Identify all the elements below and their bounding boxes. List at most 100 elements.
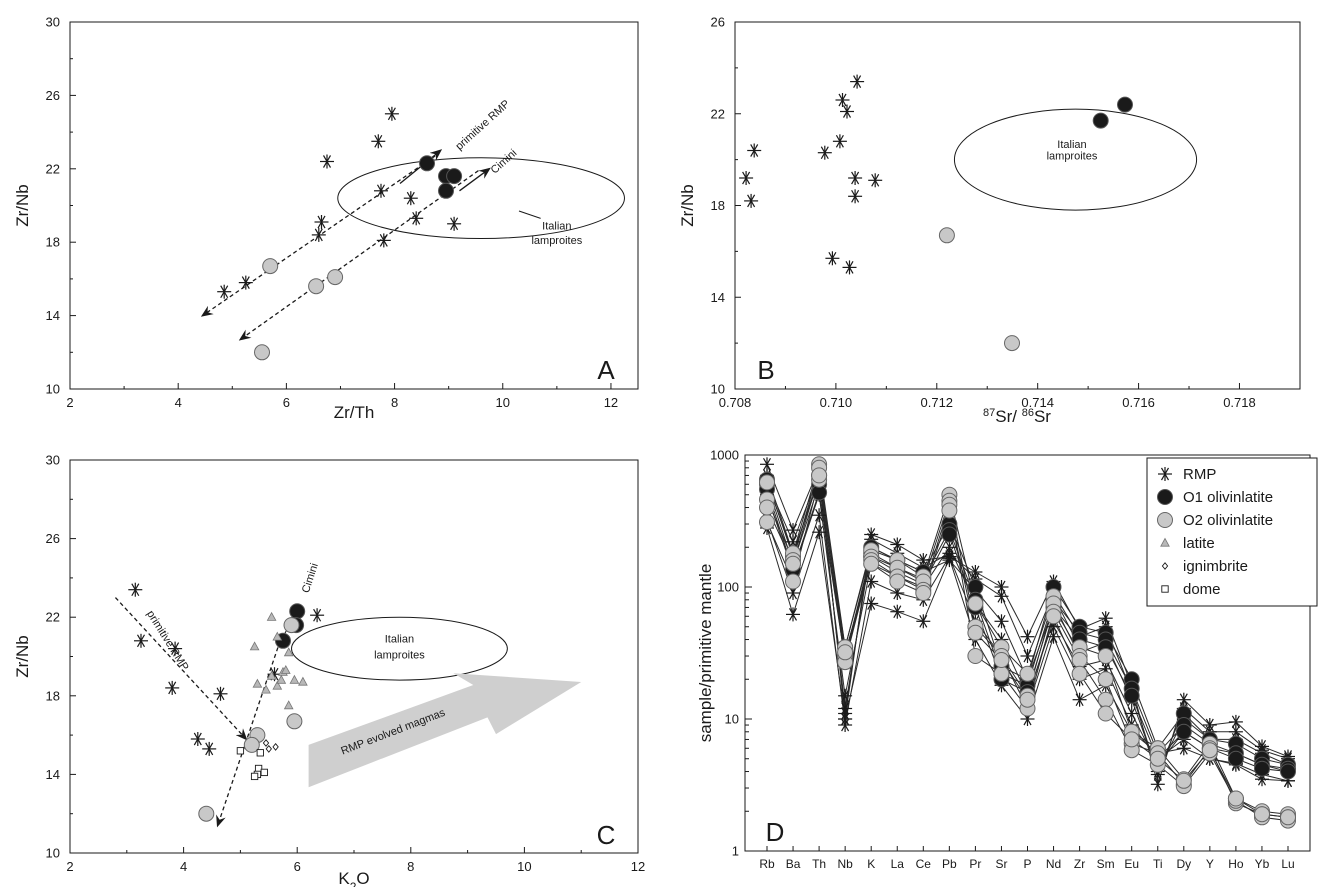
black-circle-point	[1280, 763, 1296, 780]
element-label: Rb	[759, 857, 775, 871]
asterisk-point	[202, 741, 217, 756]
asterisk-point	[842, 260, 857, 275]
element-label: Yb	[1255, 857, 1270, 871]
grey-circle-point	[863, 555, 880, 572]
y-tick-label: 14	[46, 308, 60, 323]
asterisk-point	[371, 134, 386, 149]
grey-circle-shape	[1201, 742, 1218, 759]
grey-circle-point	[1045, 608, 1062, 625]
italian-lamproites-field	[337, 157, 625, 240]
grey-circle-shape	[1004, 335, 1020, 352]
asterisk-point	[134, 633, 148, 648]
grey-circle-shape	[262, 258, 279, 275]
black-circle-shape	[1280, 763, 1296, 780]
grey-circle-shape	[837, 644, 854, 661]
grey-circle-point	[1097, 671, 1114, 688]
grey-circle-point	[1227, 790, 1244, 807]
x-tick-label: 8	[391, 395, 398, 410]
asterisk-point	[864, 596, 879, 611]
italian-lamproites-field	[291, 616, 508, 681]
asterisk-point	[1176, 741, 1191, 756]
asterisk-point	[1020, 629, 1035, 644]
y-tick-label: 100	[717, 580, 739, 595]
grey-circle-shape	[1097, 705, 1114, 722]
asterisk-point	[994, 589, 1009, 604]
grey-circle-point	[198, 805, 215, 822]
asterisk-point	[213, 686, 228, 701]
grey-circle-point	[837, 644, 854, 661]
square-point	[250, 772, 259, 781]
x-tick-label: 6	[283, 395, 290, 410]
x-tick-label: 0.714	[1021, 395, 1054, 410]
grey-circle-shape	[198, 805, 215, 822]
asterisk-point	[786, 523, 800, 538]
legend-label: O2 olivinlatite	[1183, 512, 1273, 529]
x-axis-label: K2O	[338, 869, 369, 887]
grey-circle-shape	[993, 665, 1010, 682]
y-tick-label: 10	[725, 712, 739, 727]
panel-a: 2 4 6 8 10 12 10 14 18 22 26 30 Zr/Nb primitive RMPCi…	[13, 15, 639, 422]
grey-circle-point	[1280, 809, 1296, 826]
black-circle-point	[1254, 760, 1270, 777]
asterisk-point	[838, 706, 853, 721]
panel-b: 0.708 0.710 0.712 0.714 0.716 0.718 10 14 18 22 26…	[678, 15, 1301, 426]
grey-circle-point	[1071, 665, 1088, 682]
asterisk-point	[942, 546, 957, 561]
y-tick-label: 10	[46, 382, 60, 397]
asterisk-point	[1072, 692, 1087, 707]
x-tick-label: 0.716	[1122, 395, 1155, 410]
y-axis-label: sample/primitive mantle	[696, 564, 715, 743]
grey-circle-shape	[915, 585, 932, 601]
x-axis-label-subscript: 2	[350, 880, 357, 887]
grey-circle-shape	[1157, 512, 1173, 528]
grey-circle-shape	[938, 227, 955, 244]
triangle-shape	[252, 678, 263, 688]
black-circle-shape	[1254, 760, 1270, 777]
panel-d: 1 10 100 1000 Rb Ba Th Nb K La Ce Pb Pr Sr P Nd Zr Sm Eu Ti…	[696, 448, 1318, 871]
lamproites-label: lamproites	[531, 235, 582, 247]
asterisk-point	[238, 275, 253, 290]
x-axis-label: 87Sr/ 86Sr	[983, 407, 1051, 426]
diamond-point	[272, 742, 279, 751]
grey-circle-shape	[759, 499, 775, 516]
asterisk-point	[848, 189, 863, 204]
asterisk-point	[868, 173, 883, 188]
y-tick-label: 10	[711, 382, 725, 397]
y-tick-label: 30	[46, 453, 60, 468]
asterisk-point	[812, 508, 827, 523]
asterisk-point	[916, 614, 931, 629]
grey-circle-shape	[254, 344, 270, 361]
legend-diamond-icon	[1161, 562, 1169, 570]
asterisk-point	[850, 74, 865, 89]
element-label: Ti	[1153, 857, 1163, 871]
x-tick-label: 12	[631, 859, 645, 874]
triangle-point	[280, 664, 291, 674]
asterisk-point	[739, 171, 754, 185]
grey-circle-point	[759, 499, 775, 516]
grey-circle-point	[1019, 691, 1036, 708]
asterisk-point	[835, 93, 850, 107]
cimini-label: Cimini	[300, 562, 321, 595]
black-circle-point	[1123, 687, 1140, 704]
grey-circle-point	[1123, 731, 1140, 748]
grey-circle-point	[1254, 806, 1270, 823]
legend-label: ignimbrite	[1183, 558, 1248, 575]
x-tick-label: 12	[604, 395, 618, 410]
grey-circle-shape	[1019, 665, 1036, 682]
triangle-shape	[276, 674, 287, 684]
triangle-shape	[280, 664, 291, 674]
grey-circle-shape	[1071, 665, 1088, 682]
grey-circle-shape	[811, 467, 828, 484]
grey-circle-shape	[1045, 608, 1062, 625]
element-label: Dy	[1176, 857, 1191, 871]
grey-circle-shape	[1280, 809, 1296, 826]
x-tick-label: 2	[66, 859, 73, 874]
element-label: Nb	[837, 857, 853, 871]
grey-circle-shape	[308, 278, 325, 295]
x-axis-label-superscript: 87	[983, 407, 995, 419]
element-label: Th	[812, 857, 826, 871]
black-circle-point	[289, 603, 306, 620]
triangle-shape	[272, 680, 283, 690]
asterisk-point	[311, 227, 326, 242]
element-label: P	[1023, 857, 1031, 871]
